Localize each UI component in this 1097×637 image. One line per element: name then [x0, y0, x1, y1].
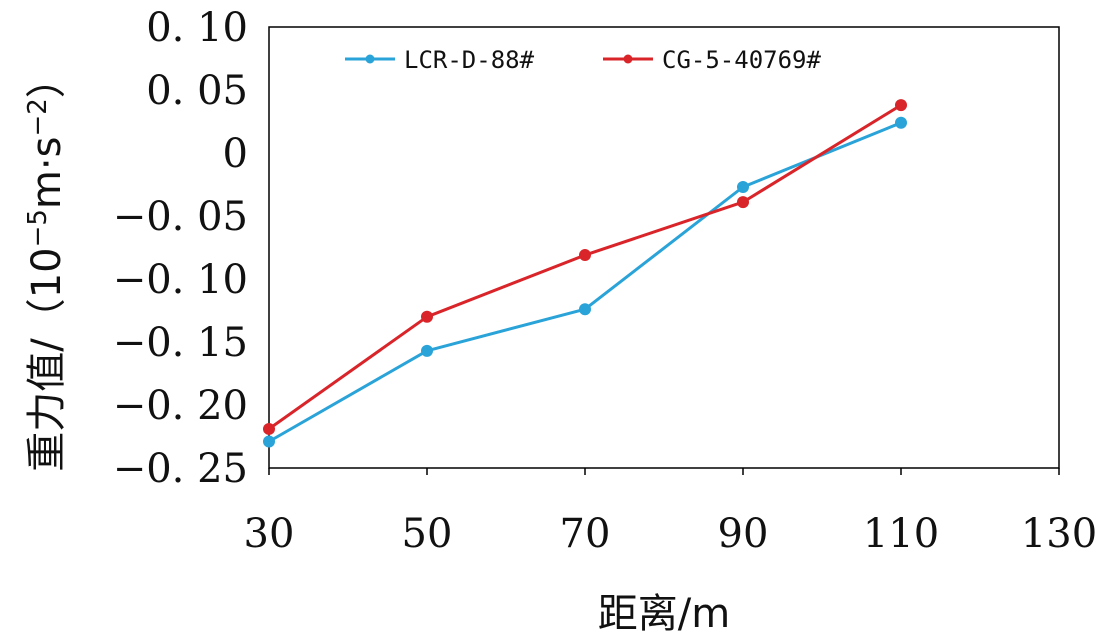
y-tick-label: 0 [223, 131, 248, 177]
series-layer [263, 99, 907, 448]
x-tick-label: 70 [560, 511, 611, 557]
series-1 [263, 116, 907, 448]
y-axis-title-mid: m·s [24, 137, 70, 210]
x-axis-title: 距离/m [598, 591, 730, 637]
x-tick-label: 90 [718, 511, 769, 557]
y-tick-label: −0. 15 [113, 320, 248, 366]
y-tick-label: 0. 05 [146, 68, 248, 114]
y-axis-title-suffix: ） [24, 58, 70, 98]
x-tick-label: 30 [244, 511, 295, 557]
data-point [895, 116, 907, 129]
data-point [263, 435, 275, 448]
y-axis-title-exp2: −2 [23, 98, 53, 136]
data-point [421, 310, 433, 323]
y-tick-label: −0. 10 [113, 257, 248, 303]
x-axis-tick-marks [268, 468, 1060, 475]
y-axis-title-prefix: 重力值/（10 [24, 247, 70, 471]
legend-marker-lcr [365, 54, 375, 64]
y-tick-label: 0. 10 [146, 5, 248, 51]
data-point [579, 303, 591, 316]
data-point [421, 344, 433, 357]
legend: LCR-D-88# CG-5-40769# [345, 46, 821, 74]
y-tick-label: −0. 25 [113, 446, 248, 492]
legend-label-lcr: LCR-D-88# [404, 46, 535, 74]
series-line [268, 103, 902, 431]
legend-marker-cg5 [623, 54, 633, 64]
data-point [737, 181, 749, 194]
plot-area-frame [268, 26, 1060, 469]
legend-label-cg5: CG-5-40769# [662, 46, 821, 74]
data-point [579, 249, 591, 262]
series-2 [263, 99, 907, 435]
x-tick-label: 110 [863, 511, 939, 557]
y-tick-label: −0. 20 [113, 383, 248, 429]
y-axis-title: 重力值/（10−5m·s−2） [23, 58, 70, 472]
y-axis-title-exp1: −5 [23, 209, 53, 247]
x-axis-tick-labels: 30 50 70 90 110 130 [244, 511, 1097, 557]
y-axis-tick-labels: 0. 10 0. 05 0 −0. 05 −0. 10 −0. 15 −0. 20 −0. 2… [113, 5, 248, 492]
x-tick-label: 50 [402, 511, 453, 557]
data-point [737, 196, 749, 209]
y-tick-label: −0. 05 [113, 194, 248, 240]
data-point [895, 99, 907, 112]
data-point [263, 422, 275, 435]
series-line [268, 121, 902, 443]
x-tick-label: 130 [1021, 511, 1097, 557]
